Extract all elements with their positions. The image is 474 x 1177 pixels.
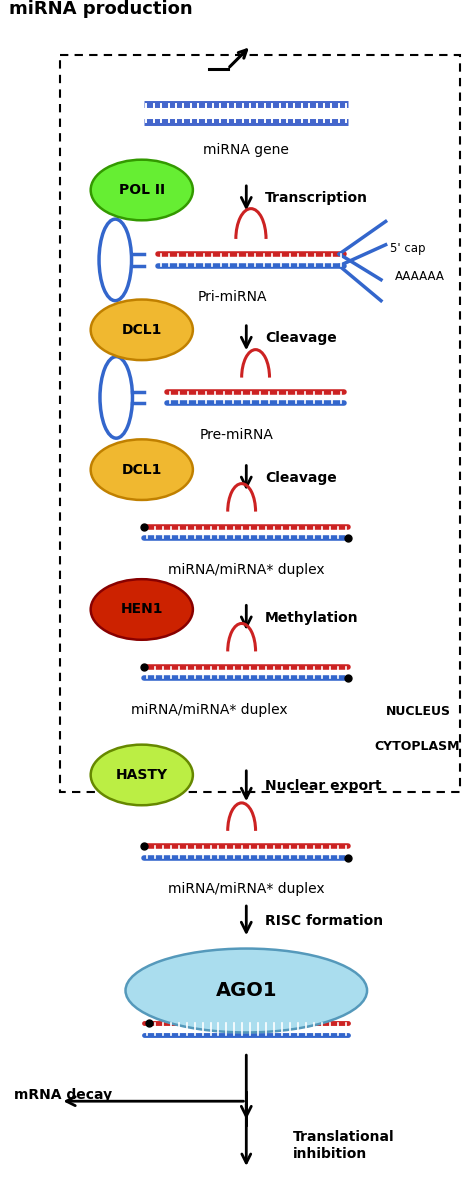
- Text: Pri-miRNA: Pri-miRNA: [198, 291, 267, 304]
- Text: 5' cap: 5' cap: [390, 241, 426, 254]
- Text: Methylation: Methylation: [265, 611, 358, 625]
- Text: Cleavage: Cleavage: [265, 471, 337, 485]
- Text: mRNA decay: mRNA decay: [14, 1089, 112, 1103]
- Text: miRNA production: miRNA production: [9, 0, 193, 18]
- Text: Transcription: Transcription: [265, 191, 368, 205]
- Text: miRNA/miRNA* duplex: miRNA/miRNA* duplex: [168, 563, 325, 577]
- Text: Nuclear export: Nuclear export: [265, 779, 382, 793]
- Text: Pre-miRNA: Pre-miRNA: [200, 427, 274, 441]
- Text: DCL1: DCL1: [122, 463, 162, 477]
- Text: miRNA/miRNA* duplex: miRNA/miRNA* duplex: [131, 703, 287, 717]
- Text: Translational
inhibition: Translational inhibition: [293, 1130, 394, 1161]
- Text: miRNA gene: miRNA gene: [203, 144, 289, 158]
- Text: AAAAAA: AAAAAA: [395, 270, 445, 282]
- Ellipse shape: [91, 160, 193, 220]
- Text: HASTY: HASTY: [116, 767, 168, 782]
- Text: AGO1: AGO1: [216, 980, 277, 1000]
- Text: miRNA/miRNA* duplex: miRNA/miRNA* duplex: [168, 882, 325, 896]
- Ellipse shape: [91, 745, 193, 805]
- Ellipse shape: [91, 299, 193, 360]
- Text: POL II: POL II: [118, 182, 165, 197]
- Text: HEN1: HEN1: [120, 603, 163, 617]
- Text: RISC formation: RISC formation: [265, 913, 383, 927]
- Text: DCL1: DCL1: [122, 322, 162, 337]
- Ellipse shape: [91, 579, 193, 640]
- Bar: [61, 55, 460, 792]
- Text: NUCLEUS: NUCLEUS: [386, 705, 451, 718]
- Ellipse shape: [126, 949, 367, 1032]
- Ellipse shape: [91, 439, 193, 500]
- Text: Cleavage: Cleavage: [265, 331, 337, 345]
- Text: CYTOPLASM: CYTOPLASM: [374, 740, 460, 753]
